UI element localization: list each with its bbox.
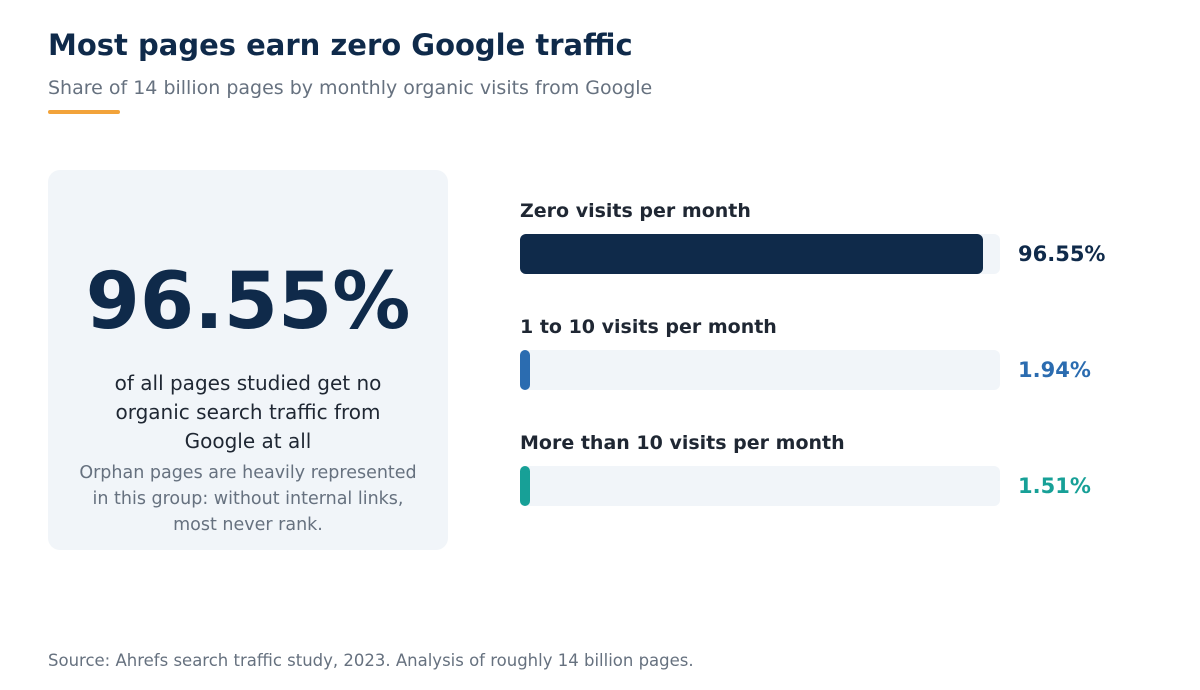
highlight-value: 96.55% bbox=[85, 257, 411, 347]
source-note: Source: Ahrefs search traffic study, 202… bbox=[48, 651, 694, 670]
bar-value-label: 1.94% bbox=[1018, 358, 1091, 382]
bar bbox=[520, 234, 984, 274]
bar-label: 1 to 10 visits per month bbox=[520, 316, 777, 338]
bar-value-label: 1.51% bbox=[1018, 474, 1091, 498]
highlight-card: 96.55% of all pages studied get no organ… bbox=[48, 170, 448, 550]
chart-subtitle: Share of 14 billion pages by monthly org… bbox=[48, 77, 653, 99]
bar bbox=[520, 350, 530, 390]
highlight-note: Orphan pages are heavily represented in … bbox=[79, 463, 417, 535]
bar-track bbox=[520, 350, 1000, 390]
bar-track bbox=[520, 466, 1000, 506]
bar-track bbox=[520, 234, 1000, 274]
accent-rule bbox=[48, 110, 120, 114]
chart-title: Most pages earn zero Google traffic bbox=[48, 28, 633, 62]
bar bbox=[520, 466, 530, 506]
bar-label: Zero visits per month bbox=[520, 200, 751, 222]
bar-label: More than 10 visits per month bbox=[520, 432, 845, 454]
bar-value-label: 96.55% bbox=[1018, 242, 1106, 266]
highlight-description: of all pages studied get no organic sear… bbox=[114, 371, 382, 453]
